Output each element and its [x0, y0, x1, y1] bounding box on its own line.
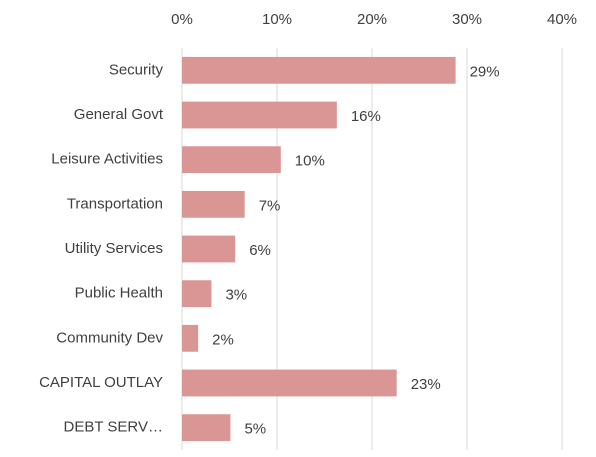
value-label: 29%	[470, 63, 500, 80]
value-label: 10%	[295, 153, 325, 170]
bar	[182, 324, 199, 352]
y-tick-label: Community Dev	[56, 329, 163, 346]
value-label: 3%	[225, 287, 247, 304]
value-label: 16%	[351, 108, 381, 125]
x-tick-label: 0%	[171, 11, 193, 28]
bar	[182, 414, 231, 442]
x-tick-label: 30%	[452, 11, 482, 28]
x-tick-label: 10%	[262, 11, 292, 28]
x-tick-label: 20%	[357, 11, 387, 28]
y-tick-label: General Govt	[74, 106, 164, 123]
bar	[182, 369, 397, 397]
bar	[182, 146, 281, 174]
bar	[182, 235, 236, 263]
value-label: 2%	[212, 331, 234, 348]
y-tick-label: Utility Services	[65, 240, 163, 257]
y-tick-label: Public Health	[75, 285, 163, 302]
value-label: 5%	[244, 421, 266, 438]
bar	[182, 190, 245, 218]
y-tick-label: DEBT SERV…	[64, 419, 163, 436]
value-label: 23%	[411, 376, 441, 393]
y-tick-label: Security	[109, 61, 164, 78]
bar	[182, 101, 337, 129]
y-tick-label: Leisure Activities	[51, 151, 163, 168]
y-tick-label: Transportation	[67, 195, 163, 212]
value-label: 6%	[249, 242, 271, 259]
bar	[182, 56, 456, 84]
bar	[182, 280, 212, 308]
value-label: 7%	[259, 197, 281, 214]
y-tick-label: CAPITAL OUTLAY	[39, 374, 163, 391]
x-tick-label: 40%	[547, 11, 577, 28]
